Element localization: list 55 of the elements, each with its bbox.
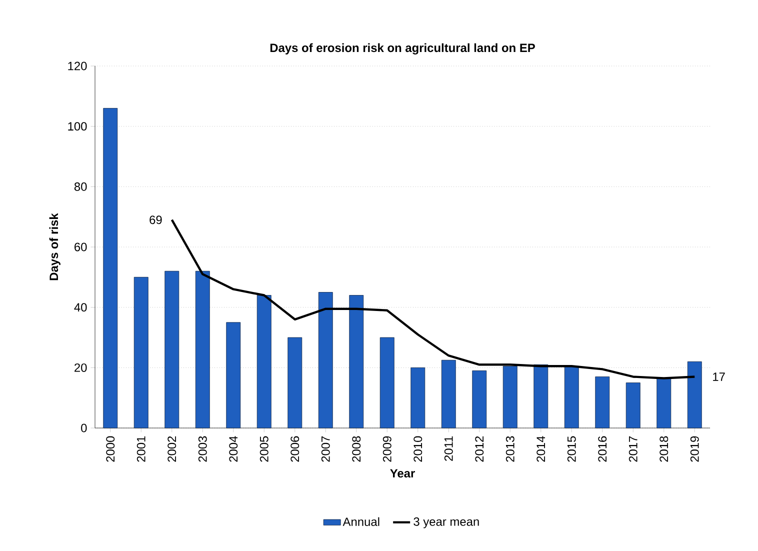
bar bbox=[226, 322, 241, 428]
bar bbox=[472, 370, 487, 428]
x-tick-label: 2011 bbox=[444, 436, 453, 461]
bar bbox=[288, 337, 302, 428]
x-tick-label: 2005 bbox=[260, 436, 268, 462]
line-series bbox=[170, 218, 696, 380]
x-tick-label: 2017 bbox=[628, 436, 638, 462]
bar bbox=[410, 367, 426, 428]
bar bbox=[626, 382, 640, 428]
x-tick-label: 2003 bbox=[198, 436, 207, 462]
bar bbox=[502, 366, 518, 428]
bar bbox=[195, 270, 210, 428]
x-tick-label: 2001 bbox=[136, 436, 146, 462]
x-tick-label: 2014 bbox=[536, 436, 546, 462]
bar bbox=[103, 108, 118, 428]
x-tick-label: 2012 bbox=[475, 436, 484, 462]
x-tick-label: 2010 bbox=[414, 436, 422, 462]
x-tick-label: 2007 bbox=[321, 436, 330, 462]
bar bbox=[256, 295, 272, 428]
bar bbox=[687, 361, 702, 428]
legend-label: Annual bbox=[342, 517, 380, 526]
x-tick-label: 2016 bbox=[598, 436, 607, 462]
bar bbox=[380, 337, 394, 428]
bar bbox=[318, 292, 333, 428]
x-tick-label: 2015 bbox=[567, 436, 576, 462]
y-tick-label: 0 bbox=[81, 424, 87, 432]
bar bbox=[441, 360, 456, 428]
y-tick-label: 120 bbox=[68, 62, 87, 70]
x-axis-title: Year bbox=[390, 469, 415, 478]
x-tick-label: 2019 bbox=[690, 436, 699, 462]
y-tick-label: 40 bbox=[74, 303, 87, 312]
bar bbox=[534, 364, 548, 428]
x-tick-label: 2002 bbox=[168, 436, 176, 462]
x-tick-label: 2018 bbox=[660, 436, 668, 462]
data-label: 69 bbox=[150, 216, 162, 224]
x-tick-label: 2006 bbox=[290, 436, 300, 462]
y-tick-label: 60 bbox=[74, 242, 87, 252]
y-tick-label: 20 bbox=[74, 363, 87, 372]
x-tick-label: 2004 bbox=[229, 436, 238, 462]
bar bbox=[564, 366, 579, 428]
data-label: 17 bbox=[713, 372, 725, 381]
bar bbox=[656, 378, 672, 428]
legend-label: 3 year mean bbox=[414, 517, 479, 528]
y-axis-title: Days of risk bbox=[49, 213, 60, 280]
x-tick-label: 2008 bbox=[352, 436, 361, 462]
bar bbox=[134, 276, 148, 428]
bar bbox=[349, 295, 364, 428]
chart-title: Days of erosion risk on agricultural land on EP bbox=[270, 43, 535, 54]
bar bbox=[164, 270, 180, 428]
bar bbox=[595, 376, 610, 428]
x-tick-label: 2000 bbox=[106, 436, 115, 462]
x-tick-label: 2009 bbox=[382, 436, 392, 462]
y-tick-label: 80 bbox=[74, 182, 87, 191]
y-tick-label: 100 bbox=[68, 122, 87, 131]
x-tick-label: 2013 bbox=[506, 436, 514, 462]
